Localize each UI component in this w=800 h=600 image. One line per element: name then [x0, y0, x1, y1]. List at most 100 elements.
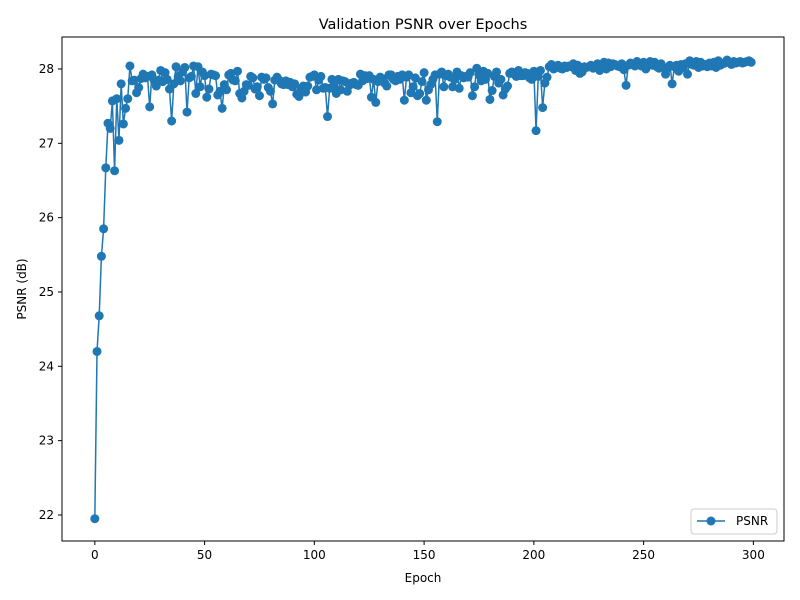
data-point: [419, 68, 429, 78]
data-point: [542, 72, 552, 82]
data-point: [254, 91, 264, 101]
data-point: [323, 112, 333, 122]
data-point: [465, 68, 475, 78]
data-point: [252, 82, 262, 92]
data-point: [186, 71, 196, 81]
data-point: [496, 74, 506, 84]
data-point: [204, 84, 214, 94]
data-point: [667, 79, 677, 89]
data-point: [211, 71, 221, 81]
axes-frame: [61, 36, 785, 542]
data-point: [746, 57, 756, 67]
data-point: [217, 103, 227, 113]
legend: PSNR: [690, 508, 778, 535]
data-point: [94, 311, 104, 321]
data-point: [439, 82, 449, 92]
data-point: [303, 81, 313, 91]
data-point: [683, 69, 693, 79]
data-point: [503, 81, 513, 91]
data-point: [371, 97, 381, 107]
data-point: [195, 82, 205, 92]
data-point: [621, 80, 631, 90]
y-tick-label: 24: [39, 359, 54, 373]
data-point: [248, 73, 258, 83]
data-point: [290, 79, 300, 89]
data-point: [167, 116, 177, 126]
data-point: [96, 251, 106, 261]
data-point: [105, 123, 115, 133]
y-axis-ticks: 22 23 24 25 26 27 28: [39, 62, 62, 522]
data-point: [90, 514, 100, 524]
data-point: [487, 86, 497, 96]
data-point: [191, 89, 201, 98]
y-axis-label: PSNR (dB): [15, 258, 29, 319]
data-point: [485, 94, 495, 104]
plot-area: [61, 36, 785, 542]
legend-marker-swatch: [706, 516, 716, 526]
data-point: [410, 73, 420, 83]
y-tick-label: 27: [39, 136, 54, 150]
data-point: [230, 76, 240, 86]
data-point: [531, 126, 541, 136]
data-point: [233, 66, 243, 76]
x-tick-label: 150: [413, 548, 436, 562]
x-tick-label: 0: [91, 548, 99, 562]
chart-title: Validation PSNR over Epochs: [319, 17, 528, 33]
data-point: [265, 86, 275, 96]
legend-label-psnr: PSNR: [736, 514, 768, 528]
y-tick-label: 28: [39, 62, 54, 76]
x-axis-ticks: 0 50 100 150 200 250 300: [91, 541, 765, 562]
data-point: [454, 83, 464, 93]
data-point: [294, 91, 304, 101]
data-point: [316, 71, 326, 81]
x-axis-label: Epoch: [405, 571, 442, 585]
data-point: [492, 67, 502, 77]
data-point: [114, 135, 124, 145]
data-point: [470, 82, 480, 92]
y-tick-label: 25: [39, 285, 54, 299]
x-tick-label: 300: [742, 548, 765, 562]
y-tick-label: 23: [39, 434, 54, 448]
data-point: [112, 94, 122, 104]
data-point: [125, 61, 135, 71]
data-point: [467, 91, 477, 101]
data-point: [327, 74, 337, 84]
x-tick-label: 250: [632, 548, 655, 562]
data-point: [450, 74, 460, 84]
data-point: [408, 82, 418, 92]
x-tick-label: 100: [303, 548, 326, 562]
data-point: [123, 94, 133, 104]
x-tick-label: 50: [197, 548, 212, 562]
data-point: [171, 62, 181, 72]
legend-box: [690, 508, 778, 535]
data-point: [162, 74, 172, 84]
data-point: [222, 85, 232, 95]
data-point: [535, 65, 545, 75]
data-point: [382, 81, 392, 91]
data-point: [145, 102, 155, 112]
data-point: [415, 89, 425, 98]
series-psnr: [90, 55, 756, 524]
data-point: [261, 73, 271, 83]
data-point: [116, 79, 126, 89]
data-point: [202, 92, 212, 102]
data-point: [268, 99, 278, 109]
y-tick-label: 22: [39, 508, 54, 522]
data-point: [118, 119, 128, 129]
data-point: [121, 103, 131, 113]
y-tick-label: 26: [39, 211, 54, 225]
data-point: [134, 83, 144, 93]
x-tick-label: 200: [522, 548, 545, 562]
data-point: [110, 166, 120, 176]
data-point: [101, 163, 111, 173]
data-point: [417, 77, 427, 87]
data-point: [180, 62, 190, 72]
data-point: [399, 95, 409, 105]
data-point: [182, 107, 192, 117]
data-point: [421, 95, 431, 105]
data-point: [243, 80, 253, 90]
data-point: [92, 346, 102, 356]
data-point: [175, 76, 185, 86]
